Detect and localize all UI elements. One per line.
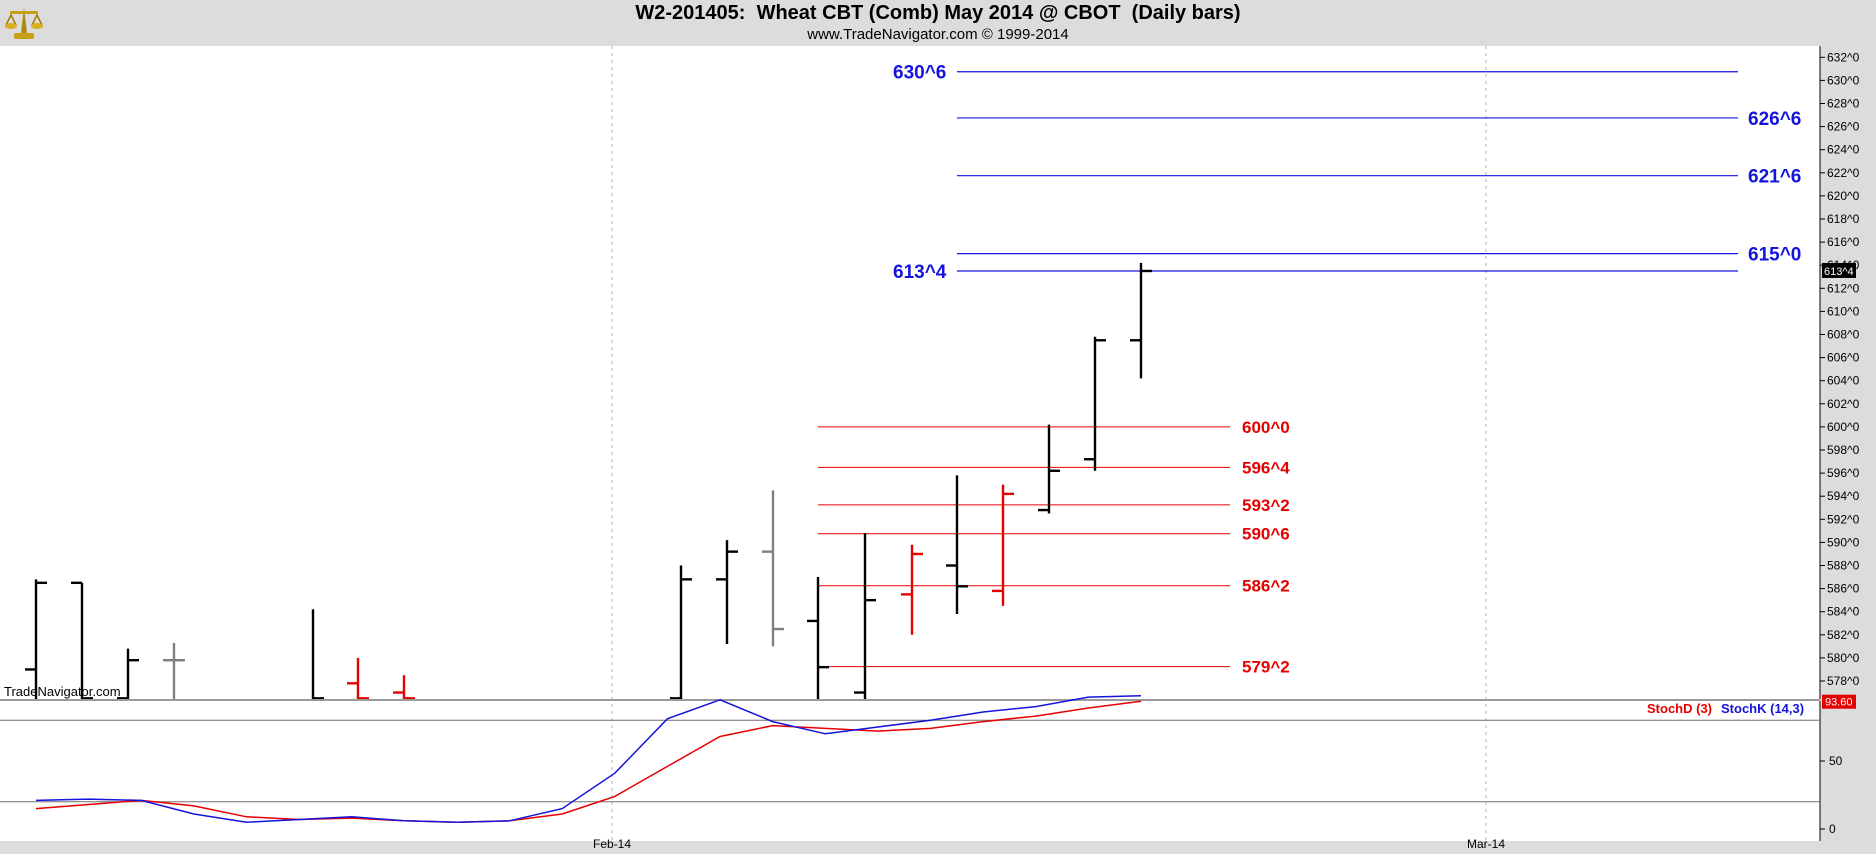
ohlc-bar <box>347 657 369 699</box>
resistance-label: 621^6 <box>1748 167 1801 188</box>
price-tick-label: 600^0 <box>1827 420 1860 434</box>
price-tick-label: 592^0 <box>1827 512 1860 526</box>
last-price-box <box>1822 262 1856 278</box>
support-label: 596^4 <box>1242 458 1290 477</box>
ohlc-bar <box>901 544 923 635</box>
price-tick-label: 586^0 <box>1827 582 1860 596</box>
stoch-series-line <box>35 700 1142 823</box>
stochastic-panel: 0 50 93.60 <box>0 694 1856 841</box>
chart-header: W2-201405: Wheat CBT (Comb) May 2014 @ C… <box>0 0 1876 46</box>
stoch-series-line <box>35 694 1142 823</box>
scales-logo-icon <box>4 3 44 43</box>
ohlc-bar <box>311 609 324 699</box>
last-price-label: 613^4 <box>1824 266 1854 278</box>
price-tick-label: 602^0 <box>1827 397 1860 411</box>
watermark-label: TradeNavigator.com <box>4 684 121 699</box>
ohlc-bar <box>1084 336 1106 471</box>
ohlc-bar <box>716 540 738 645</box>
price-tick-label: 578^0 <box>1827 674 1860 688</box>
ohlc-bar <box>1130 262 1152 379</box>
price-tick-label: 630^0 <box>1827 73 1860 87</box>
price-levels: 630^6 626^6 621^6 615^0 613^4 600^0 596^4 593^2… <box>818 63 1801 677</box>
ohlc-bar <box>807 577 829 699</box>
price-tick-label: 584^0 <box>1827 605 1860 619</box>
price-tick-label: 616^0 <box>1827 235 1860 249</box>
price-tick-label: 608^0 <box>1827 328 1860 342</box>
ohlc-bar <box>1038 424 1060 514</box>
support-label: 593^2 <box>1242 496 1290 515</box>
price-tick-label: 598^0 <box>1827 443 1860 457</box>
resistance-label: 630^6 <box>893 63 946 84</box>
ohlc-bars <box>25 262 1152 699</box>
stoch-tick-label: 50 <box>1829 754 1843 768</box>
date-axis: Feb-14 Mar-14 <box>593 837 1505 851</box>
ohlc-bar <box>762 490 784 647</box>
stoch-panel-bg <box>0 701 1820 841</box>
ohlc-bar <box>670 565 692 699</box>
stoch-last-value-box <box>1822 694 1856 709</box>
ohlc-bar <box>946 475 968 615</box>
resistance-label: 613^4 <box>893 262 947 283</box>
price-tick-label: 588^0 <box>1827 559 1860 573</box>
price-tick-label: 582^0 <box>1827 628 1860 642</box>
ohlc-bar <box>992 484 1014 606</box>
ohlc-bar <box>117 648 139 699</box>
support-label: 590^6 <box>1242 525 1290 544</box>
price-tick-label: 622^0 <box>1827 166 1860 180</box>
support-label: 586^2 <box>1242 577 1290 596</box>
stoch-last-value-label: 93.60 <box>1825 697 1853 709</box>
date-tick-label: Mar-14 <box>1467 837 1505 851</box>
price-tick-label: 594^0 <box>1827 489 1860 503</box>
legend-stochk: StochK (14,3) <box>1721 701 1805 716</box>
legend-stochd: StochD (3) <box>1647 701 1712 716</box>
ohlc-bar <box>163 642 185 699</box>
price-tick-label: 580^0 <box>1827 651 1860 665</box>
ohlc-bar <box>393 675 415 699</box>
stoch-tick-label: 0 <box>1829 822 1836 836</box>
price-tick-label: 596^0 <box>1827 466 1860 480</box>
price-tick-label: 632^0 <box>1827 50 1860 64</box>
price-tick-label: 624^0 <box>1827 143 1860 157</box>
price-panel-bg <box>0 46 1820 699</box>
chart-subtitle: www.TradeNavigator.com © 1999-2014 <box>807 26 1069 43</box>
price-tick-label: 620^0 <box>1827 189 1860 203</box>
price-tick-label: 618^0 <box>1827 212 1860 226</box>
price-tick-label: 626^0 <box>1827 120 1860 134</box>
price-tick-label: 604^0 <box>1827 374 1860 388</box>
support-label: 600^0 <box>1242 418 1290 437</box>
resistance-label: 615^0 <box>1748 245 1801 266</box>
price-tick-label: 612^0 <box>1827 281 1860 295</box>
ohlc-bar <box>25 579 47 699</box>
price-tick-label: 590^0 <box>1827 535 1860 549</box>
price-tick-label: 606^0 <box>1827 351 1860 365</box>
resistance-label: 626^6 <box>1748 109 1801 130</box>
ohlc-bar <box>854 533 876 699</box>
date-tick-label: Feb-14 <box>593 837 631 851</box>
price-axis: 578^0 580^0 582^0 584^0 586^0 588^0 590^0 592^0… <box>1819 46 1860 699</box>
support-label: 579^2 <box>1242 658 1290 677</box>
chart-title: W2-201405: Wheat CBT (Comb) May 2014 @ C… <box>635 2 1241 24</box>
price-tick-label: 628^0 <box>1827 97 1860 111</box>
price-tick-label: 610^0 <box>1827 304 1860 318</box>
ohlc-bar <box>71 581 93 699</box>
